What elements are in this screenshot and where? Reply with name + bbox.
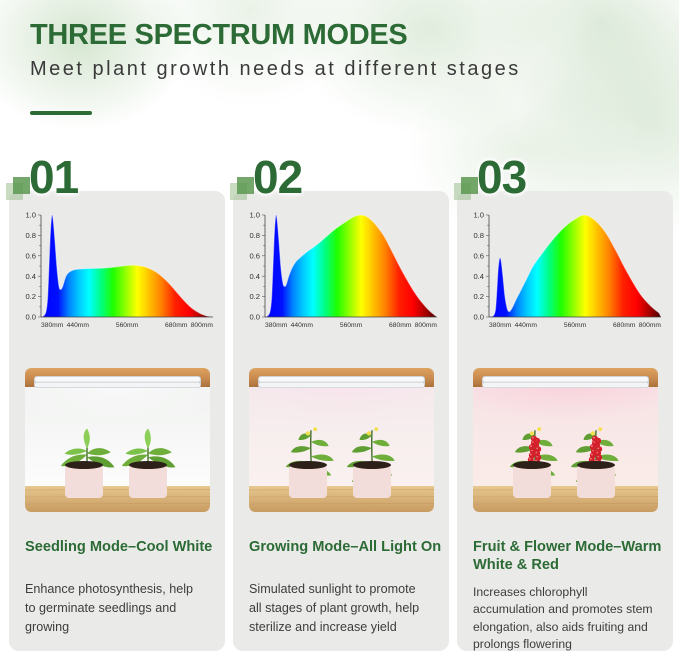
- svg-text:440mm: 440mm: [67, 322, 90, 329]
- svg-text:680mm: 680mm: [389, 322, 412, 329]
- svg-text:0.8: 0.8: [473, 231, 484, 240]
- svg-text:440mm: 440mm: [515, 322, 538, 329]
- svg-text:680mm: 680mm: [613, 322, 636, 329]
- svg-text:1.0: 1.0: [249, 211, 260, 220]
- svg-text:560mm: 560mm: [340, 322, 363, 329]
- svg-text:380mm: 380mm: [489, 322, 512, 329]
- svg-text:800mm: 800mm: [639, 322, 662, 329]
- svg-text:800mm: 800mm: [191, 322, 214, 329]
- svg-text:380mm: 380mm: [41, 322, 64, 329]
- svg-text:560mm: 560mm: [564, 322, 587, 329]
- svg-text:380mm: 380mm: [265, 322, 288, 329]
- svg-text:0.4: 0.4: [25, 272, 36, 281]
- svg-text:440mm: 440mm: [291, 322, 314, 329]
- svg-text:0.0: 0.0: [249, 313, 260, 322]
- svg-text:560mm: 560mm: [116, 322, 139, 329]
- svg-text:1.0: 1.0: [473, 211, 484, 220]
- svg-text:0.6: 0.6: [249, 251, 260, 260]
- svg-text:0.2: 0.2: [473, 292, 484, 301]
- svg-text:0.4: 0.4: [473, 272, 484, 281]
- svg-text:0.0: 0.0: [25, 313, 36, 322]
- svg-text:0.6: 0.6: [473, 251, 484, 260]
- svg-text:0.6: 0.6: [25, 251, 36, 260]
- svg-text:680mm: 680mm: [165, 322, 188, 329]
- svg-text:800mm: 800mm: [415, 322, 438, 329]
- svg-text:0.4: 0.4: [249, 272, 260, 281]
- svg-text:0.2: 0.2: [249, 292, 260, 301]
- svg-text:0.0: 0.0: [473, 313, 484, 322]
- svg-text:1.0: 1.0: [25, 211, 36, 220]
- svg-text:0.8: 0.8: [25, 231, 36, 240]
- svg-text:0.8: 0.8: [249, 231, 260, 240]
- svg-text:0.2: 0.2: [25, 292, 36, 301]
